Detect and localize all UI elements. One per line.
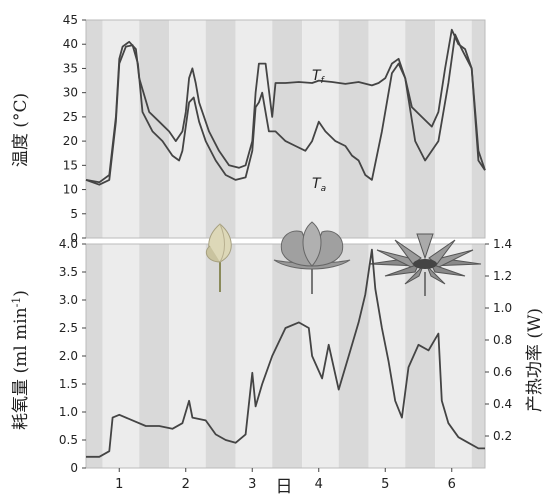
top-band-9 xyxy=(368,20,406,238)
bottom-band-5 xyxy=(235,244,273,468)
x-axis: 1 2 3 4 5 6 xyxy=(115,468,456,492)
bottom-band-10 xyxy=(405,244,436,468)
top-y-tick-label-2: 10 xyxy=(63,183,78,197)
series-label-tf: Tf xyxy=(312,68,326,86)
top-y-tick-label-6: 30 xyxy=(63,86,78,100)
bottom-band-6 xyxy=(272,244,303,468)
lotus-half-open-icon xyxy=(273,221,351,294)
x-tick-label-5: 6 xyxy=(448,477,456,492)
lotus-bud-icon xyxy=(205,223,232,292)
series-line-ta xyxy=(85,33,486,186)
top-y-tick-label-7: 35 xyxy=(63,61,78,75)
bottom-y-axis-title: 耗氧量 (ml min-1) xyxy=(10,290,31,430)
bottom-band-12 xyxy=(471,244,485,468)
bottom-y2-tick-label-6: 1.4 xyxy=(493,237,512,251)
x-axis-title: 日 xyxy=(276,477,293,497)
top-band-7 xyxy=(302,20,339,238)
series-line-oxygen xyxy=(86,248,485,458)
top-y-tick-label-1: 5 xyxy=(70,207,78,221)
series-line-tf xyxy=(85,28,486,184)
bottom-y2-tick-label-0: 0.2 xyxy=(493,429,512,443)
top-band-12 xyxy=(471,20,485,238)
x-tick-label-4: 5 xyxy=(381,477,389,492)
x-tick-label-2: 3 xyxy=(248,477,256,492)
bottom-y-tick-label-3: 1.5 xyxy=(59,377,78,391)
bottom-band-7 xyxy=(302,244,339,468)
top-band-10 xyxy=(405,20,436,238)
top-y-tick-label-5: 25 xyxy=(63,110,78,124)
x-tick-label-0: 1 xyxy=(115,477,123,492)
top-y-axis: 0 5 10 15 20 25 30 35 40 45 xyxy=(63,13,86,245)
bottom-band-2 xyxy=(139,244,170,468)
top-y-tick-label-8: 40 xyxy=(63,37,78,51)
top-y-tick-label-9: 45 xyxy=(63,13,78,27)
top-y-axis-title: 温度 (°C) xyxy=(11,93,31,167)
bottom-y-tick-label-5: 2.5 xyxy=(59,321,78,335)
bottom-y2-axis-title: 产热功率 (W) xyxy=(525,308,545,412)
bottom-y-tick-label-7: 3.5 xyxy=(59,265,78,279)
top-band-2 xyxy=(139,20,170,238)
top-band-1 xyxy=(102,20,140,238)
bottom-band-8 xyxy=(338,244,369,468)
bottom-y2-tick-label-3: 0.8 xyxy=(493,333,512,347)
bottom-y-axis: 0 0.5 1.0 1.5 2.0 2.5 3.0 3.5 4.0 xyxy=(59,237,86,475)
day-night-bands xyxy=(86,20,485,468)
bottom-y2-axis: 0.2 0.4 0.6 0.8 1.0 1.2 1.4 xyxy=(485,237,512,443)
top-band-8 xyxy=(338,20,369,238)
top-y-tick-label-3: 15 xyxy=(63,158,78,172)
top-band-3 xyxy=(169,20,206,238)
bottom-y2-tick-label-2: 0.6 xyxy=(493,365,512,379)
x-tick-label-3: 4 xyxy=(315,477,323,492)
bottom-band-0 xyxy=(86,244,103,468)
bottom-y-tick-label-2: 1.0 xyxy=(59,405,78,419)
series-label-ta: Ta xyxy=(312,176,326,194)
lotus-full-bloom-icon xyxy=(368,233,482,296)
top-band-0 xyxy=(86,20,103,238)
top-band-4 xyxy=(205,20,236,238)
temperature-lines xyxy=(85,28,486,186)
bottom-band-1 xyxy=(102,244,140,468)
bottom-y2-tick-label-5: 1.2 xyxy=(493,269,512,283)
x-tick-label-1: 2 xyxy=(182,477,190,492)
bottom-y-tick-label-0: 0 xyxy=(70,461,78,475)
bottom-band-3 xyxy=(169,244,206,468)
bottom-y-tick-label-4: 2.0 xyxy=(59,349,78,363)
bottom-y-tick-label-8: 4.0 xyxy=(59,237,78,251)
top-y-tick-label-0: 0 xyxy=(70,231,78,245)
bottom-y-tick-label-6: 3.0 xyxy=(59,293,78,307)
oxygen-line xyxy=(86,248,485,458)
bottom-y2-tick-label-1: 0.4 xyxy=(493,397,512,411)
bottom-y-tick-label-1: 0.5 xyxy=(59,433,78,447)
bottom-y2-tick-label-4: 1.0 xyxy=(493,301,512,315)
top-band-6 xyxy=(272,20,303,238)
bottom-band-11 xyxy=(435,244,472,468)
top-y-tick-label-4: 20 xyxy=(63,134,78,148)
